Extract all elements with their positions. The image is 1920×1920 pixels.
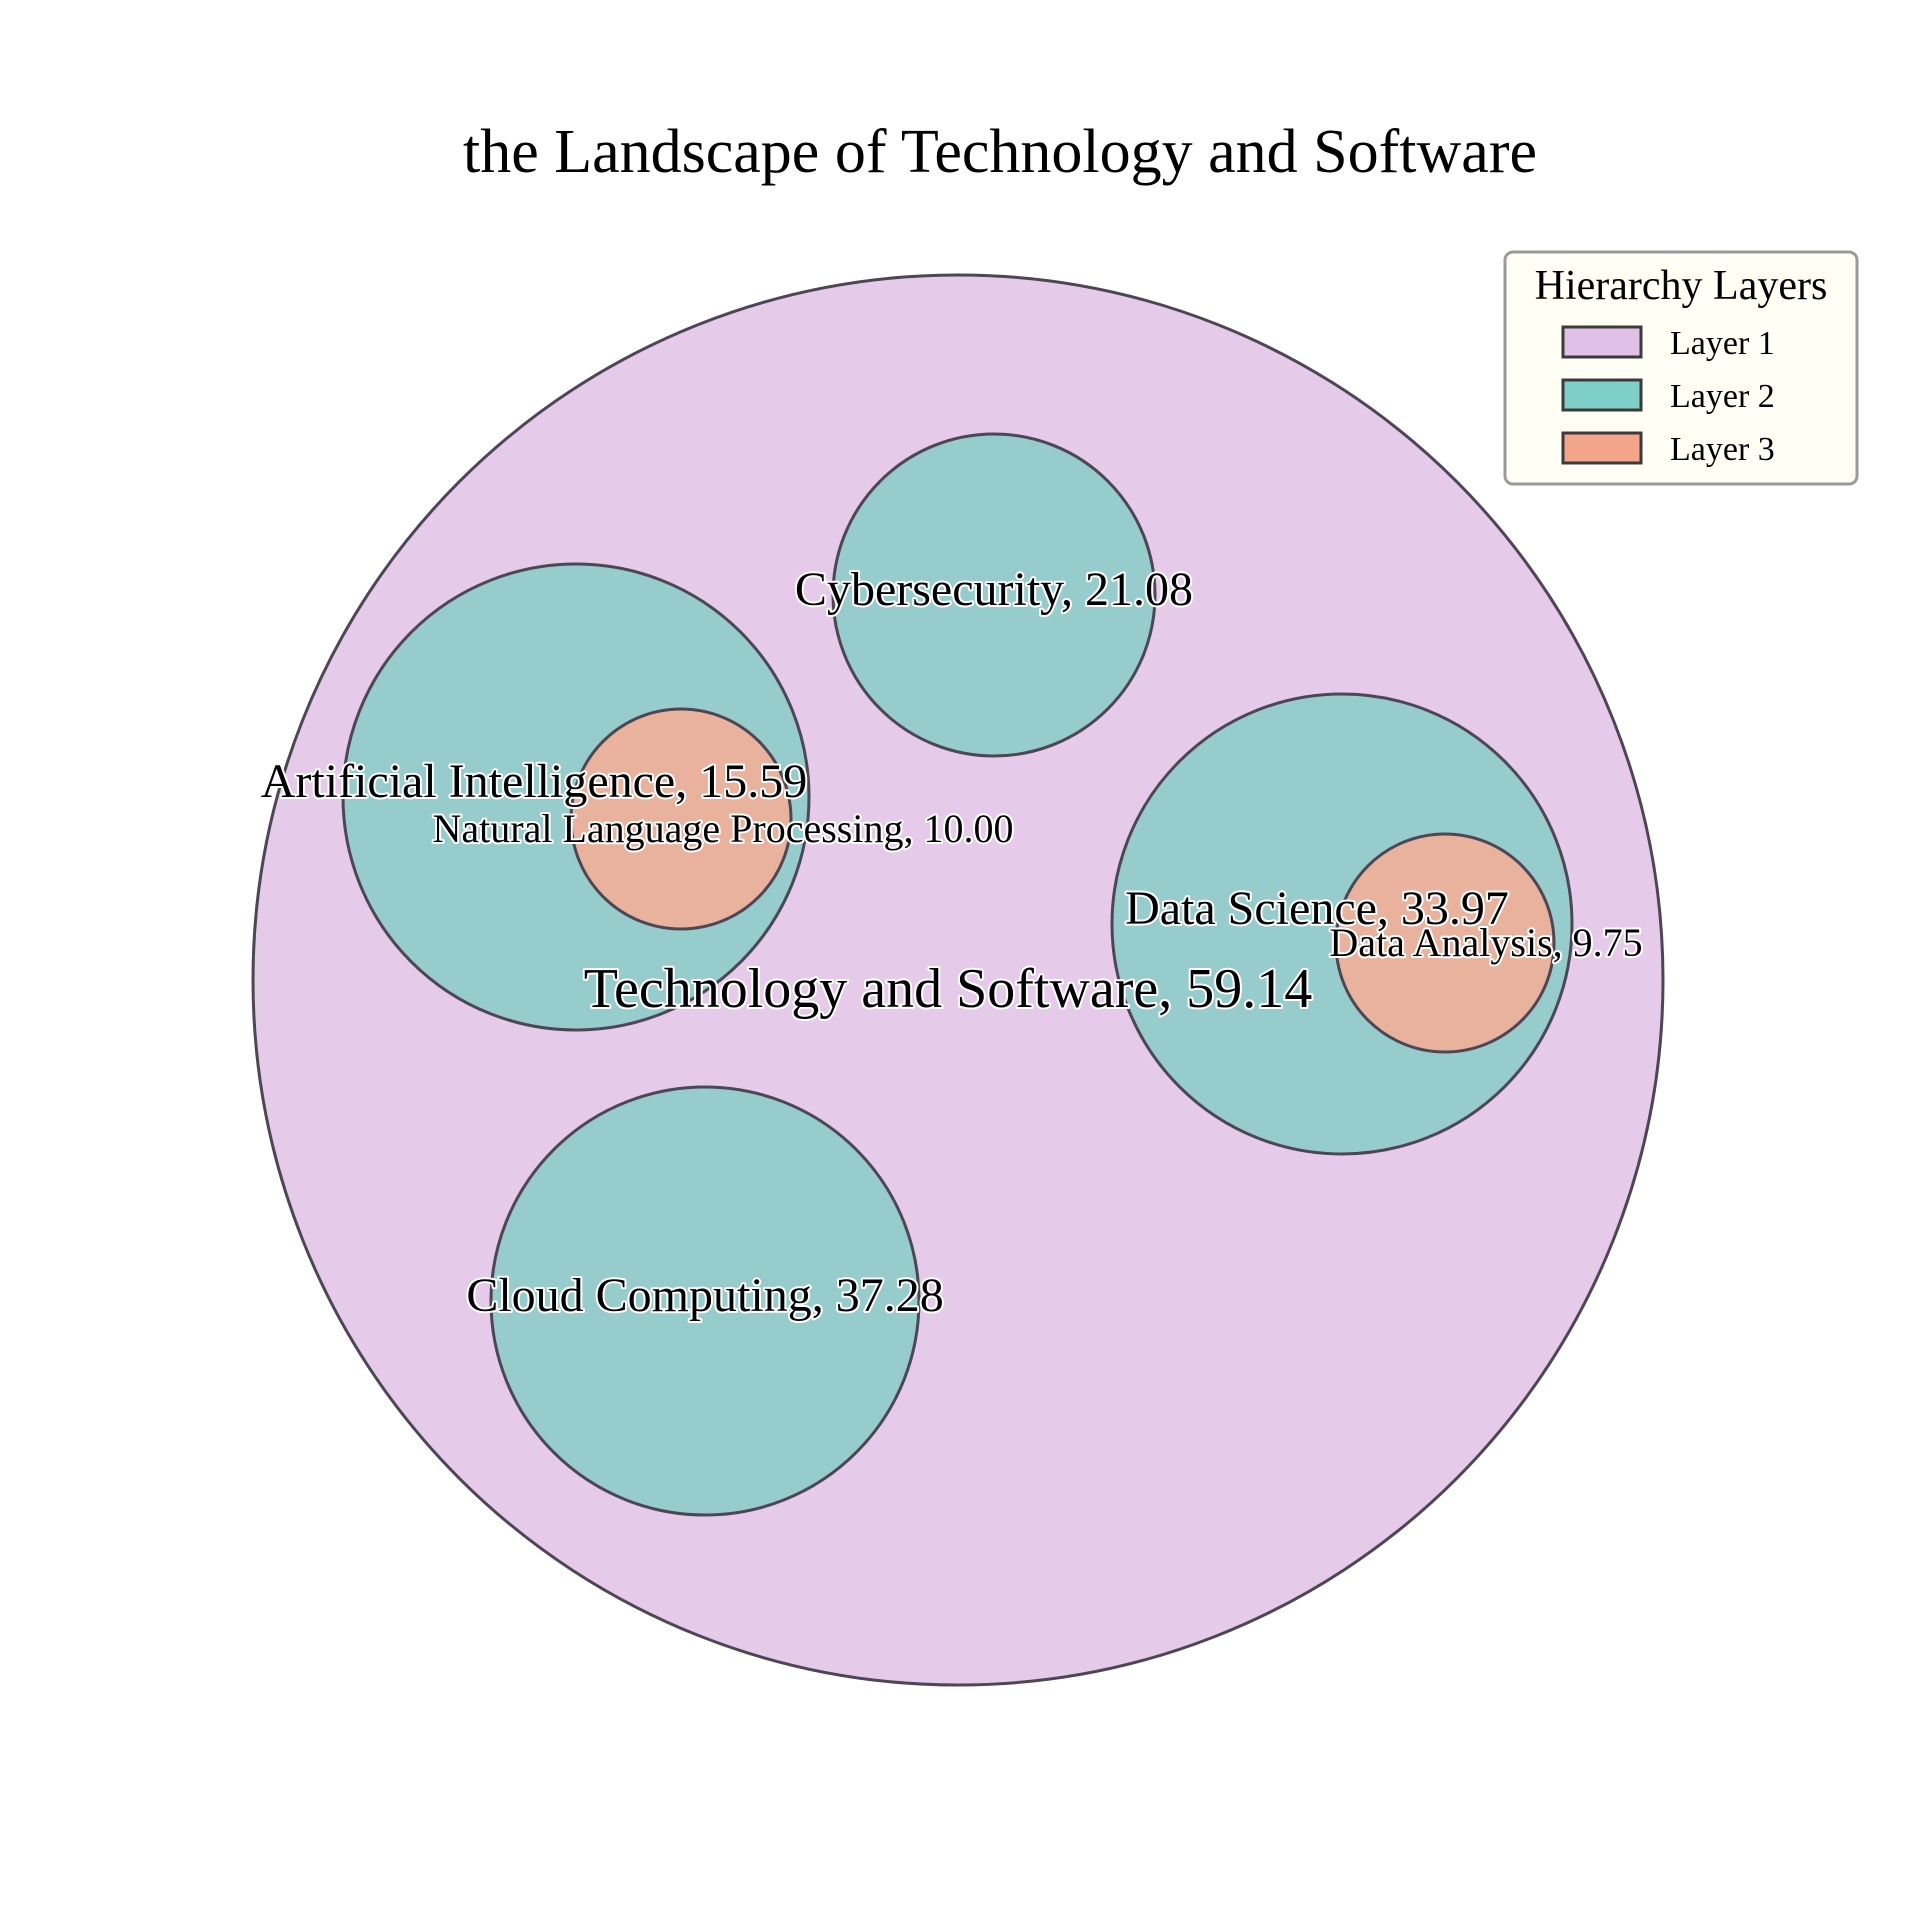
label-technology-and-software: Technology and Software, 59.14 [584, 958, 1313, 1020]
label-data-science: Data Science, 33.97 [1125, 882, 1509, 935]
label-data-analysis: Data Analysis, 9.75 [1329, 920, 1642, 965]
legend-swatch-layer-1 [1561, 325, 1643, 359]
legend-swatch-layer-3 [1561, 431, 1643, 465]
bubble-cybersecurity [831, 432, 1157, 758]
legend-title: Hierarchy Layers [1535, 263, 1828, 309]
chart-title: the Landscape of Technology and Software [463, 118, 1537, 186]
legend-label-layer-1: Layer 1 [1670, 325, 1775, 362]
label-cybersecurity: Cybersecurity, 21.08 [795, 563, 1193, 616]
legend: Hierarchy Layers Layer 1 Layer 2 Layer 3 [1503, 250, 1859, 486]
legend-items: Layer 1 Layer 2 Layer 3 [1561, 325, 1775, 468]
legend-label-layer-2: Layer 2 [1670, 378, 1775, 415]
bubble-cloud-computing [489, 1085, 921, 1517]
bubbles-layer [251, 273, 1665, 1687]
bubble-natural-language-processing [569, 707, 793, 931]
label-cloud-computing: Cloud Computing, 37.28 [466, 1269, 943, 1322]
legend-frame [1503, 250, 1859, 486]
labels-layer: Artificial Intelligence, 15.59 Cybersecur… [259, 561, 1645, 1324]
bubble-data-analysis [1334, 832, 1556, 1054]
legend-label-layer-3: Layer 3 [1670, 431, 1775, 468]
label-artificial-intelligence: Artificial Intelligence, 15.59 [261, 755, 807, 808]
label-natural-language-processing: Natural Language Processing, 10.00 [433, 806, 1014, 851]
legend-swatch-layer-2 [1561, 378, 1643, 412]
